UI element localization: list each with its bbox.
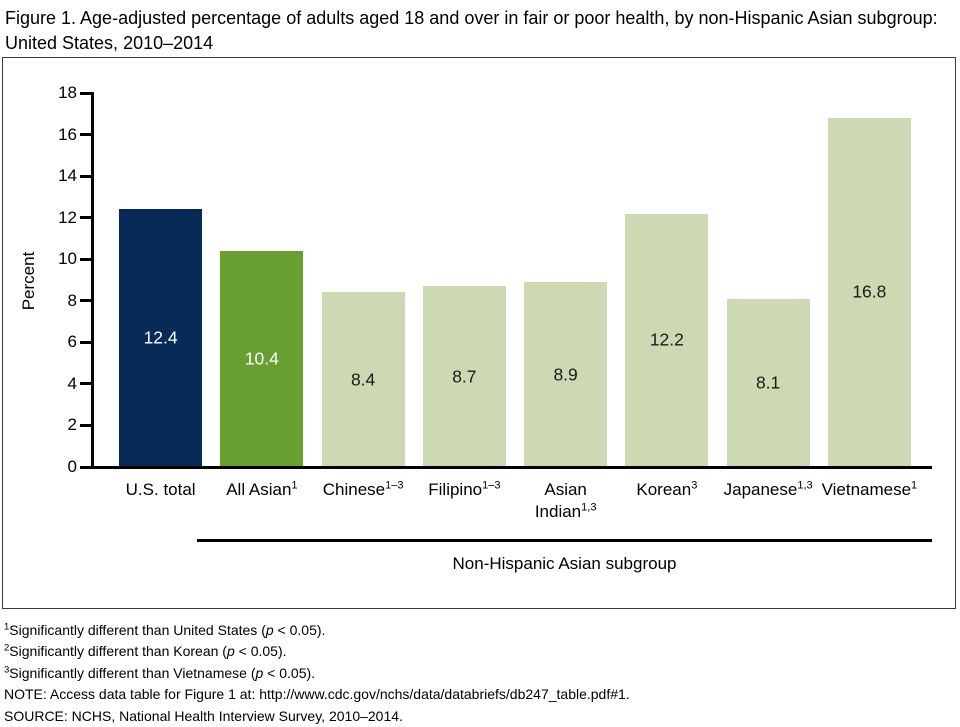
bar-value-label: 8.4 xyxy=(350,369,376,390)
x-tick-superscript: 1 xyxy=(911,479,918,492)
y-tick-label: 8 xyxy=(67,290,77,310)
x-tick-text: Japanese xyxy=(723,480,798,499)
y-tick-mark xyxy=(80,382,92,386)
bar-chinese: 8.4 xyxy=(321,292,405,467)
bar-slot: 8.4 xyxy=(313,93,414,467)
y-tick-mark xyxy=(80,340,92,344)
y-tick-mark xyxy=(80,174,92,178)
x-tick-text: Korean xyxy=(636,480,692,499)
x-tick-text: All Asian xyxy=(226,480,292,499)
y-axis-line xyxy=(91,92,94,469)
bar-slot: 8.9 xyxy=(515,93,616,467)
y-tick-label: 2 xyxy=(67,415,77,435)
bar-slot: 16.8 xyxy=(819,93,920,467)
x-tick-superscript: 1–3 xyxy=(482,479,501,492)
x-tick-text: Chinese xyxy=(322,480,386,499)
x-tick-superscript: 1,3 xyxy=(797,479,813,492)
bar-slot: 12.2 xyxy=(616,93,717,467)
y-tick-mark xyxy=(80,465,92,469)
y-tick-mark xyxy=(80,299,92,303)
y-tick-mark xyxy=(80,216,92,220)
bar-slot: 8.7 xyxy=(414,93,515,467)
figure-title-line-1: Figure 1. Age-adjusted percentage of adu… xyxy=(5,8,938,28)
x-tick-label: Korean3 xyxy=(616,479,717,523)
bar-value-label: 16.8 xyxy=(852,281,887,302)
y-tick-label: 12 xyxy=(58,207,77,227)
bar-asian-indian: 8.9 xyxy=(524,282,608,467)
bar-value-label: 10.4 xyxy=(244,348,279,369)
footnote-line: 2Significantly different than Korean (p … xyxy=(4,642,287,660)
footnotes: 1Significantly different than United Sta… xyxy=(4,620,954,727)
x-axis-labels: U.S. total All Asian1 Chinese1–3 Filipino1–… xyxy=(94,479,932,523)
x-tick-superscript: 1 xyxy=(291,479,298,492)
bar-korean: 12.2 xyxy=(625,213,709,467)
chart-frame: Percent 0 2 4 6 8 10 12 14 16 18 12.4 10.4 8.4 8.7 8.… xyxy=(2,57,956,609)
bar-value-label: 8.9 xyxy=(553,364,578,385)
y-tick-label: 18 xyxy=(58,83,77,102)
footnote-line: NOTE: Access data table for Figure 1 at:… xyxy=(4,686,630,703)
x-tick-text: U.S. total xyxy=(125,480,196,499)
bar-japanese: 8.1 xyxy=(726,298,810,467)
y-tick-mark xyxy=(80,91,92,95)
footnote-line: 3Significantly different than Vietnamese… xyxy=(4,664,316,681)
y-tick-label: 0 xyxy=(67,457,77,476)
y-tick-label: 10 xyxy=(58,249,77,269)
x-tick-label: U.S. total xyxy=(110,479,211,523)
x-tick-superscript: 1,3 xyxy=(581,501,597,514)
footnote-line: SOURCE: NCHS, National Health Interview … xyxy=(4,707,403,724)
subgroup-bracket-line xyxy=(197,539,932,542)
bar-u-s-total: 12.4 xyxy=(119,209,203,467)
y-tick-mark xyxy=(80,257,92,261)
bar-value-label: 8.1 xyxy=(755,372,781,393)
x-tick-text: Asian Indian xyxy=(534,480,587,521)
x-tick-label: Japanese1,3 xyxy=(718,479,819,523)
y-tick-label: 16 xyxy=(58,124,77,144)
bar-all-asian: 10.4 xyxy=(220,250,304,467)
figure-title: Figure 1. Age-adjusted percentage of adu… xyxy=(5,6,953,56)
bar-filipino: 8.7 xyxy=(422,286,506,467)
x-tick-label: Chinese1–3 xyxy=(313,479,414,523)
figure-title-line-2: United States, 2010–2014 xyxy=(5,33,214,53)
bar-value-label: 12.2 xyxy=(649,329,684,350)
footnote-line: 1Significantly different than United Sta… xyxy=(4,621,326,638)
y-tick-mark xyxy=(80,133,92,137)
x-tick-superscript: 1–3 xyxy=(385,479,404,492)
x-tick-superscript: 3 xyxy=(691,479,698,492)
y-tick-mark xyxy=(80,423,92,427)
bar-vietnamese: 16.8 xyxy=(827,117,911,467)
y-tick-label: 4 xyxy=(67,373,77,393)
bar-value-label: 8.7 xyxy=(452,366,477,387)
bar-slot: 12.4 xyxy=(110,93,211,467)
x-tick-text: Vietnamese xyxy=(821,480,912,499)
x-tick-label: All Asian1 xyxy=(211,479,312,523)
plot-area: 12.4 10.4 8.4 8.7 8.9 12.2 8.1 16.8 xyxy=(94,93,932,467)
bar-slot: 8.1 xyxy=(718,93,819,467)
x-axis-line xyxy=(91,466,932,469)
x-tick-label: Vietnamese1 xyxy=(819,479,920,523)
bar-slot: 10.4 xyxy=(211,93,312,467)
y-tick-label: 6 xyxy=(67,332,77,352)
y-tick-label: 14 xyxy=(58,166,77,186)
x-tick-label: Filipino1–3 xyxy=(414,479,515,523)
x-tick-label: Asian Indian1,3 xyxy=(515,479,616,523)
x-tick-text: Filipino xyxy=(428,480,483,499)
bar-value-label: 12.4 xyxy=(143,327,178,348)
x-axis-group-title: Non-Hispanic Asian subgroup xyxy=(452,554,677,573)
